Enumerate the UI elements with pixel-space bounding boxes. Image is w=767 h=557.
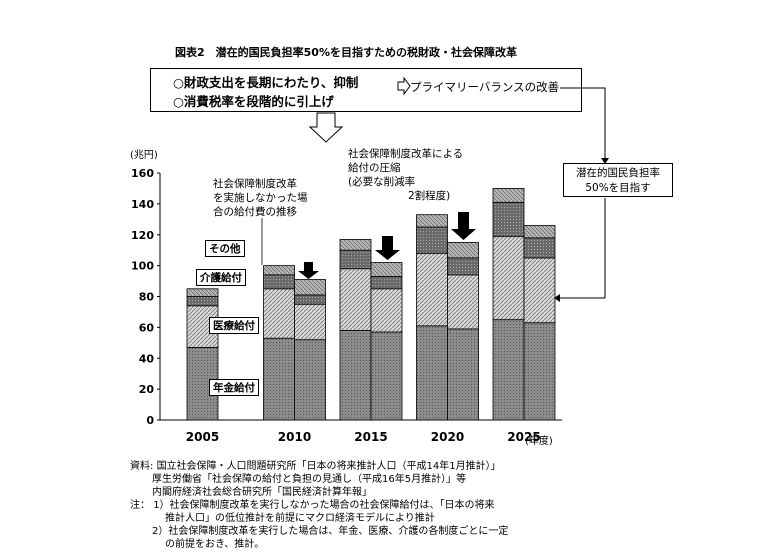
bar-care-reform-2020 xyxy=(447,257,479,276)
target-to-bar-line xyxy=(560,198,606,299)
no-reform-annotation: 社会保障制度改革 を実施しなかった場 合の給付費の推移 xyxy=(213,177,308,219)
source-3: 内閣府経済社会総合研究所「国民経済計算年報」 xyxy=(152,487,372,498)
y-axis-unit: (兆円) xyxy=(130,150,158,161)
reduction-arrows xyxy=(298,212,476,279)
bar-medical-reform-2010 xyxy=(294,303,326,341)
policy-line-1: ○財政支出を長期にわたり、抑制 xyxy=(173,75,359,90)
bar-pension-no-reform-2010 xyxy=(263,337,295,421)
y-tick-label: 0 xyxy=(146,414,154,427)
reform-line-1: 社会保障制度改革による xyxy=(348,148,464,160)
reform-line-4: 2割程度) xyxy=(408,190,451,202)
bar-pension-no-reform-2020 xyxy=(416,325,448,421)
y-tick-label: 140 xyxy=(131,198,154,211)
x-tick-label: 2020 xyxy=(431,430,464,444)
y-tick-label: 60 xyxy=(139,321,155,334)
bar-medical-no-reform-2025 xyxy=(492,235,525,321)
bar-other-no-reform-2025 xyxy=(492,188,525,203)
bar-other-no-reform-2020 xyxy=(416,214,448,228)
x-tick-label: 2005 xyxy=(186,430,219,444)
reduction-arrow-2015 xyxy=(375,236,400,260)
legend-other: その他 xyxy=(205,240,245,257)
bar-care-no-reform-2020 xyxy=(416,226,448,254)
bar-pension-no-reform-2025 xyxy=(492,319,525,421)
target-connector xyxy=(560,87,606,160)
primary-balance-arrow xyxy=(397,76,411,96)
no-reform-line-3: 合の給付費の推移 xyxy=(213,206,297,218)
target-to-bar-head xyxy=(554,294,560,302)
reform-line-3: (必要な削減率 xyxy=(348,176,416,188)
bar-care-reform-2025 xyxy=(523,237,556,259)
note-2b: の前提をおき、推計。 xyxy=(165,539,265,550)
x-tick-label: 2010 xyxy=(278,430,311,444)
source-1: 国立社会保障・人口問題研究所「日本の将来推計人口（平成14年1月推計）」 xyxy=(156,461,501,472)
legend-medical: 医療給付 xyxy=(209,317,259,334)
bar-other-reform-2020 xyxy=(447,242,479,259)
primary-balance-label: プライマリーバランスの改善 xyxy=(410,80,560,94)
x-axis-unit: (年度) xyxy=(525,436,553,447)
reduction-arrow-2010 xyxy=(298,262,319,279)
bar-other-reform-2015 xyxy=(370,262,403,277)
bar-pension-reform-2010 xyxy=(294,339,326,421)
reduction-arrow-2020 xyxy=(451,212,476,240)
y-tick-label: 80 xyxy=(139,291,155,304)
y-tick-label: 20 xyxy=(139,383,155,396)
bar-medical-reform-2025 xyxy=(523,257,556,324)
y-tick-label: 160 xyxy=(131,167,154,180)
note-2a: 2）社会保障制度改革を実行した場合は、年金、医療、介護の各制度ごとに一定 xyxy=(152,526,509,537)
bar-medical-reform-2020 xyxy=(447,274,479,330)
bar-pension-no-reform-2015 xyxy=(339,330,372,421)
bar-other-no-reform-2010 xyxy=(263,265,295,276)
policy-line-2: ○消費税率を段階的に引上げ xyxy=(173,94,334,109)
x-tick-label: 2015 xyxy=(354,430,387,444)
bar-pension-reform-2015 xyxy=(370,331,403,421)
figure-title: 図表2 潜在的国民負担率50%を目指すための税財政・社会保障改革 xyxy=(175,46,517,59)
y-tick-label: 100 xyxy=(131,260,154,273)
policy-down-arrow xyxy=(308,112,344,143)
target-line-1: 潜在的国民負担率 xyxy=(576,167,660,179)
bar-other-reform-2025 xyxy=(523,225,556,239)
note-label: 注： xyxy=(130,500,150,511)
policy-box: ○財政支出を長期にわたり、抑制 ○消費税率を段階的に引上げ xyxy=(150,68,582,112)
bar-care-reform-2010 xyxy=(294,294,326,305)
y-tick-label: 120 xyxy=(131,229,154,242)
note-1a: 1）社会保障制度改革を実行しなかった場合の社会保障給付は、「日本の将来 xyxy=(153,500,495,511)
target-line-2: 50%を目指す xyxy=(585,182,651,194)
bar-medical-reform-2015 xyxy=(370,288,403,333)
y-tick-label: 40 xyxy=(139,352,155,365)
legend-care: 介護給付 xyxy=(196,269,246,286)
bar-medical-no-reform-2015 xyxy=(339,268,372,331)
bar-care-no-reform-2015 xyxy=(339,249,372,270)
bar-care-reform-2015 xyxy=(370,276,403,290)
no-reform-line-2: を実施しなかった場 xyxy=(213,192,308,204)
x-tick-label: 2025 xyxy=(507,430,540,444)
bar-pension-reform-2020 xyxy=(447,328,479,421)
bar-other-no-reform-2005 xyxy=(186,288,219,297)
source-2: 厚生労働省「社会保障の給付と負担の見通し（平成16年5月推計）」等 xyxy=(152,474,467,485)
reform-annotation: 社会保障制度改革による 給付の圧縮 (必要な削減率 2割程度) xyxy=(348,147,464,203)
bar-pension-reform-2025 xyxy=(523,322,556,421)
bar-medical-no-reform-2010 xyxy=(263,288,295,339)
legend-pension: 年金給付 xyxy=(209,379,259,396)
note-1b: 推計人口」の低位推計を前提にマクロ経済モデルにより推計 xyxy=(165,513,435,524)
bar-other-no-reform-2015 xyxy=(339,238,372,251)
source-label: 資料: xyxy=(130,461,154,472)
bar-other-reform-2010 xyxy=(294,279,326,296)
target-box: 潜在的国民負担率 50%を目指す xyxy=(563,163,673,197)
bar-care-no-reform-2005 xyxy=(186,296,219,307)
bar-care-no-reform-2025 xyxy=(492,201,525,237)
bar-care-no-reform-2010 xyxy=(263,274,295,290)
reform-line-2: 給付の圧縮 xyxy=(348,162,401,174)
source-block: 資料: 国立社会保障・人口問題研究所「日本の将来推計人口（平成14年1月推計）」… xyxy=(130,460,508,551)
bar-medical-no-reform-2020 xyxy=(416,252,448,327)
target-connector-head xyxy=(601,158,609,164)
no-reform-line-1: 社会保障制度改革 xyxy=(213,178,297,190)
